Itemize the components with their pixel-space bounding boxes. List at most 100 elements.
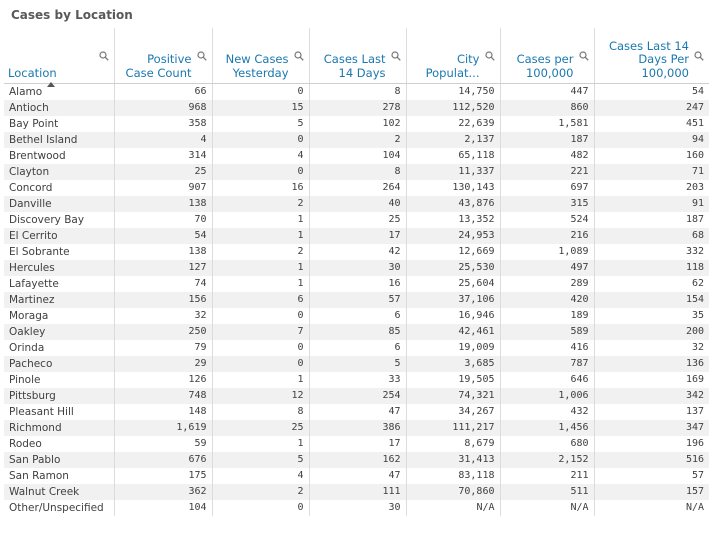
table-row[interactable]: Lafayette 74 1 16 25,604 289 62	[4, 276, 709, 292]
value-cell: 200	[594, 324, 709, 340]
table-row[interactable]: Discovery Bay 70 1 25 13,352 524 187	[4, 212, 709, 228]
table-row[interactable]: Oakley 250 7 85 42,461 589 200	[4, 324, 709, 340]
table-row[interactable]: Pittsburg 748 12 254 74,321 1,006 342	[4, 388, 709, 404]
column-header-4[interactable]: City Populat...	[406, 28, 501, 84]
value-cell: 68	[594, 228, 709, 244]
column-header-5[interactable]: Cases per 100,000	[500, 28, 595, 84]
value-cell: 79	[114, 340, 213, 356]
search-icon[interactable]	[484, 51, 495, 61]
value-cell: 646	[500, 372, 595, 388]
column-header-0[interactable]: Location	[4, 28, 115, 87]
value-cell: 8,679	[406, 436, 501, 452]
location-cell: Clayton	[4, 164, 115, 180]
value-cell: 33	[309, 372, 407, 388]
column-header-2[interactable]: New Cases Yesterday	[212, 28, 310, 84]
table-row[interactable]: Danville 138 2 40 43,876 315 91	[4, 196, 709, 212]
value-cell: 278	[309, 100, 407, 116]
value-cell: 2	[212, 196, 310, 212]
table-row[interactable]: Rodeo 59 1 17 8,679 680 196	[4, 436, 709, 452]
value-cell: 62	[691, 278, 704, 289]
value-cell: 57	[691, 470, 704, 481]
value-cell: 30	[309, 260, 407, 276]
search-icon[interactable]	[98, 51, 109, 61]
table-row[interactable]: Pacheco 29 0 5 3,685 787 136	[4, 356, 709, 372]
location-cell: Martinez	[4, 292, 115, 308]
value-cell: 1	[212, 276, 310, 292]
value-cell: 8	[212, 404, 310, 420]
table-row[interactable]: Clayton 25 0 8 11,337 221 71	[4, 164, 709, 180]
value-cell: 968	[114, 100, 213, 116]
value-cell: 748	[114, 388, 213, 404]
table-row[interactable]: Orinda 79 0 6 19,009 416 32	[4, 340, 709, 356]
value-cell: 196	[685, 438, 704, 449]
column-header-label: Cases Last 14 Days	[323, 52, 386, 80]
chart-title: Cases by Location	[11, 8, 133, 22]
value-cell: 42,461	[406, 324, 501, 340]
value-cell: 70,860	[406, 484, 501, 500]
table-row[interactable]: Richmond 1,619 25 386 111,217 1,456 347	[4, 420, 709, 436]
table-row[interactable]: Moraga 32 0 6 16,946 189 35	[4, 308, 709, 324]
value-cell: 22,639	[406, 116, 501, 132]
value-cell: 2	[212, 484, 310, 500]
value-cell: 6	[309, 340, 407, 356]
value-cell: 70	[114, 212, 213, 228]
column-header-1[interactable]: Positive Case Count	[114, 28, 213, 84]
value-cell: 32	[691, 342, 704, 353]
search-icon[interactable]	[293, 51, 304, 61]
table-row[interactable]: El Cerrito 54 1 17 24,953 216 68	[4, 228, 709, 244]
value-cell: 420	[500, 292, 595, 308]
table-row[interactable]: Brentwood 314 4 104 65,118 482 160	[4, 148, 709, 164]
table-row[interactable]: Hercules 127 1 30 25,530 497 118	[4, 260, 709, 276]
search-icon[interactable]	[578, 51, 589, 61]
value-cell: 482	[500, 148, 595, 164]
location-cell: Hercules	[4, 260, 115, 276]
value-cell: 5	[212, 116, 310, 132]
value-cell: 2	[212, 244, 310, 260]
location-cell: Pittsburg	[4, 388, 115, 404]
value-cell: 138	[114, 244, 213, 260]
cases-table: Location Positive Case Count New Cases Yes…	[4, 28, 709, 516]
table-row[interactable]: Concord 907 16 264 130,143 697 203	[4, 180, 709, 196]
value-cell: 94	[594, 132, 709, 148]
table-row[interactable]: San Pablo 676 5 162 31,413 2,152 516	[4, 452, 709, 468]
search-icon[interactable]	[390, 51, 401, 61]
value-cell: 66	[114, 83, 213, 100]
column-header-6[interactable]: Cases Last 14 Days Per 100,000	[594, 28, 709, 84]
value-cell: 254	[309, 388, 407, 404]
table-row[interactable]: Pleasant Hill 148 8 47 34,267 432 137	[4, 404, 709, 420]
value-cell: 162	[309, 452, 407, 468]
search-icon[interactable]	[196, 51, 207, 61]
value-cell: 74	[114, 276, 213, 292]
table-row[interactable]: Other/Unspecified 104 0 30 N/A N/A N/A	[4, 500, 709, 516]
value-cell: 12	[212, 388, 310, 404]
location-cell: El Sobrante	[4, 244, 115, 260]
value-cell: 358	[114, 116, 213, 132]
value-cell: 860	[500, 100, 595, 116]
table-row[interactable]: Antioch 968 15 278 112,520 860 247	[4, 100, 709, 116]
value-cell: 289	[500, 276, 595, 292]
table-row[interactable]: Alamo 66 0 8 14,750 447 54	[4, 83, 709, 100]
value-cell: 907	[114, 180, 213, 196]
location-cell: Orinda	[4, 340, 115, 356]
value-cell: 16,946	[406, 308, 501, 324]
value-cell: N/A	[685, 502, 704, 513]
value-cell: 0	[212, 83, 310, 100]
table-row[interactable]: Pinole 126 1 33 19,505 646 169	[4, 372, 709, 388]
table-row[interactable]: San Ramon 175 4 47 83,118 211 57	[4, 468, 709, 484]
search-icon[interactable]	[694, 51, 704, 61]
table-row[interactable]: El Sobrante 138 2 42 12,669 1,089 332	[4, 244, 709, 260]
location-cell: Walnut Creek	[4, 484, 115, 500]
value-cell: 1	[212, 228, 310, 244]
table-row[interactable]: Bay Point 358 5 102 22,639 1,581 451	[4, 116, 709, 132]
location-cell: Pacheco	[4, 356, 115, 372]
value-cell: 17	[309, 436, 407, 452]
location-cell: Lafayette	[4, 276, 115, 292]
value-cell: 1,619	[114, 420, 213, 436]
table-row[interactable]: Bethel Island 4 0 2 2,137 187 94	[4, 132, 709, 148]
table-row[interactable]: Martinez 156 6 57 37,106 420 154	[4, 292, 709, 308]
value-cell: 3,685	[406, 356, 501, 372]
column-header-3[interactable]: Cases Last 14 Days	[309, 28, 407, 84]
table-row[interactable]: Walnut Creek 362 2 111 70,860 511 157	[4, 484, 709, 500]
value-cell: 138	[114, 196, 213, 212]
value-cell: 19,009	[406, 340, 501, 356]
